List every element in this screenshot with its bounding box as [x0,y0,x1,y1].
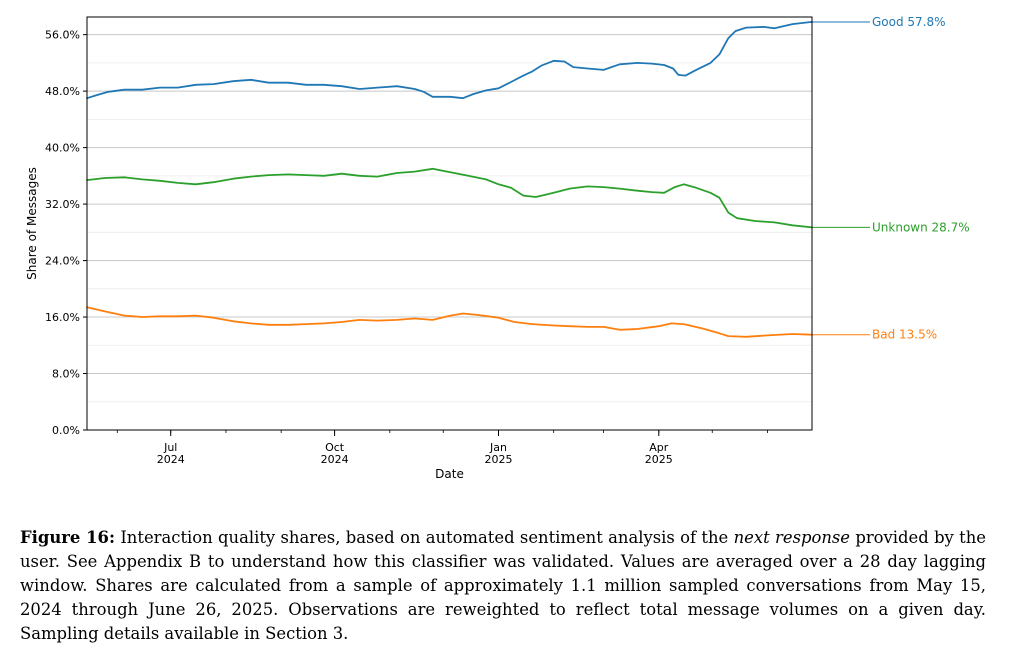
y-tick-label: 48.0% [45,85,80,98]
plot-frame [86,16,813,431]
caption-label: Figure 16: [20,528,115,548]
y-tick-label: 40.0% [45,142,80,155]
line-chart: 0.0% 8.0% 16.0% 24.0% 32.0% 40.0% 48.0% 56.0% Ju… [25,15,970,481]
x-tick-label-year: 2025 [645,453,673,466]
y-tick-label: 24.0% [45,255,80,268]
x-tick-label-year: 2024 [321,453,349,466]
x-tick-label-month: Jul [163,441,177,454]
caption-text-after: provided by the user. See Appendix B to … [20,528,987,644]
x-tick-label-year: 2024 [157,453,185,466]
end-label-good: Good 57.8% [872,15,946,29]
x-tick-label-month: Oct [325,441,345,454]
end-label-bad: Bad 13.5% [872,328,937,342]
y-tick-label: 32.0% [45,198,80,211]
y-tick-label: 16.0% [45,311,80,324]
caption-emphasis: next response [733,528,851,548]
y-axis-label: Share of Messages [25,167,39,280]
x-tick-label-year: 2025 [484,453,512,466]
x-axis-label: Date [435,467,464,481]
x-tick-label-month: Apr [649,441,669,454]
series-line-good [86,20,813,100]
y-tick-label: 56.0% [45,29,80,42]
end-label-unknown: Unknown 28.7% [872,220,970,234]
figure-caption: Figure 16: Interaction quality shares, b… [20,526,986,646]
caption-text-before: Interaction quality shares, based on aut… [115,528,734,548]
y-tick-label: 0.0% [52,424,80,437]
x-tick-label-month: Jan [489,441,507,454]
y-tick-label: 8.0% [52,368,80,381]
series-line-bad [86,306,813,338]
series-line-unknown [86,167,813,229]
